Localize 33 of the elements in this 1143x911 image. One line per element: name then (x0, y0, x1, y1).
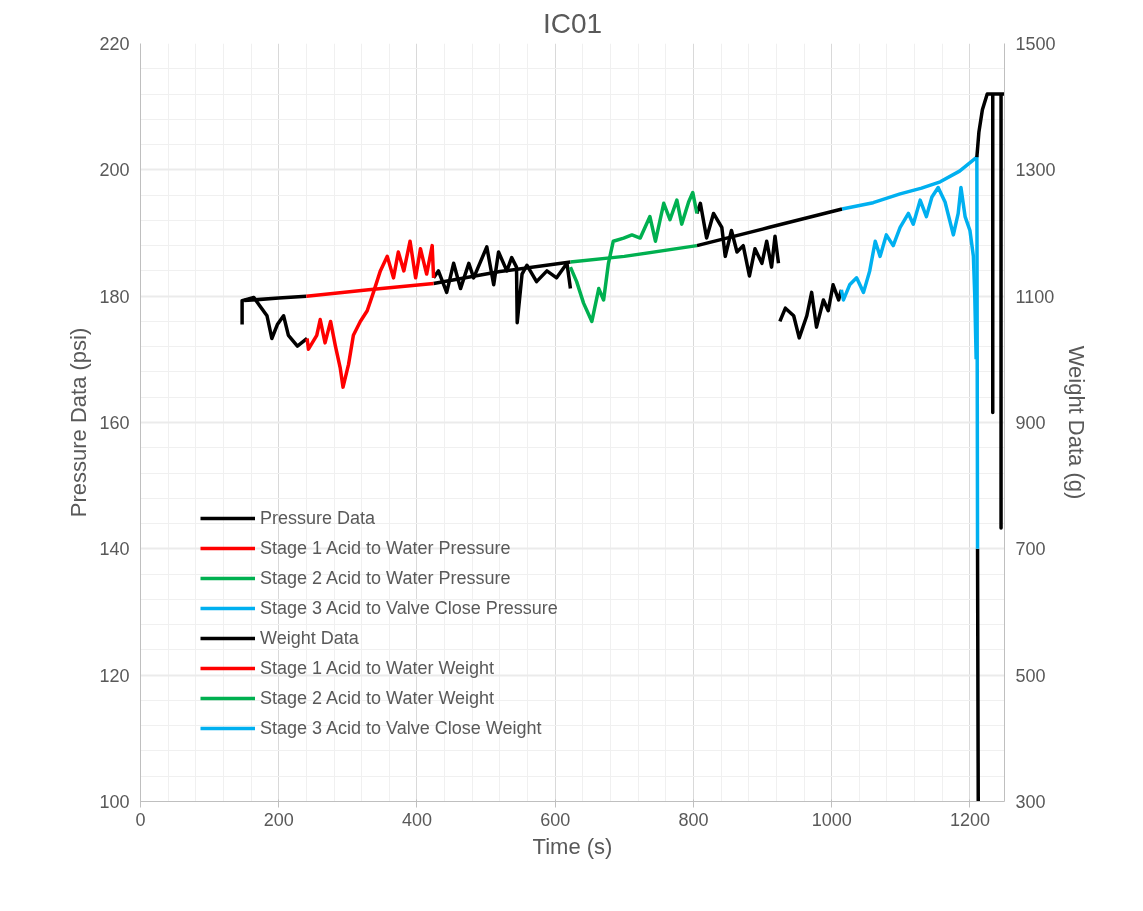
y-tick-label: 120 (99, 665, 130, 686)
x-tick-label: 800 (678, 809, 709, 830)
y2-tick-label: 300 (1015, 792, 1046, 812)
legend-label: Pressure Data (260, 506, 376, 530)
y2-tick-label: 900 (1015, 413, 1046, 433)
y-tick-label: 140 (99, 539, 130, 560)
x-tick-label: 200 (263, 809, 294, 830)
x-tick-label: 400 (401, 809, 433, 830)
y-tick-label: 160 (99, 413, 130, 433)
chart-title: IC01 (542, 7, 603, 39)
x-axis-title: Time (s) (532, 833, 613, 859)
legend-label: Stage 1 Acid to Water Pressure (260, 536, 511, 560)
x-tick-label: 600 (540, 809, 571, 830)
y2-tick-label: 500 (1015, 665, 1046, 686)
y-tick-label: 220 (99, 34, 130, 54)
legend-label: Weight Data (260, 626, 359, 650)
legend-label: Stage 2 Acid to Water Weight (260, 686, 495, 710)
x-tick-label: 1200 (949, 809, 990, 830)
y2-tick-label: 1100 (1015, 286, 1055, 307)
y2-tick-label: 1500 (1015, 34, 1056, 54)
y2-tick-label: 700 (1015, 539, 1046, 560)
y2-axis-title: Weight Data (g) (1063, 345, 1089, 500)
legend-label: Stage 3 Acid to Valve Close Weight (260, 716, 542, 740)
legend-label: Stage 1 Acid to Water Weight (260, 656, 495, 680)
y2-tick-label: 1300 (1015, 160, 1056, 181)
y-tick-label: 100 (99, 792, 130, 812)
legend-label: Stage 2 Acid to Water Pressure (260, 566, 511, 590)
legend-label: Stage 3 Acid to Valve Close Pressure (260, 596, 558, 620)
y-tick-label: 200 (99, 160, 130, 181)
x-tick-label: 1000 (811, 809, 852, 830)
y-axis-title: Pressure Data (psi) (66, 327, 92, 518)
y-tick-label: 180 (99, 286, 130, 307)
x-tick-label: 0 (135, 809, 146, 830)
